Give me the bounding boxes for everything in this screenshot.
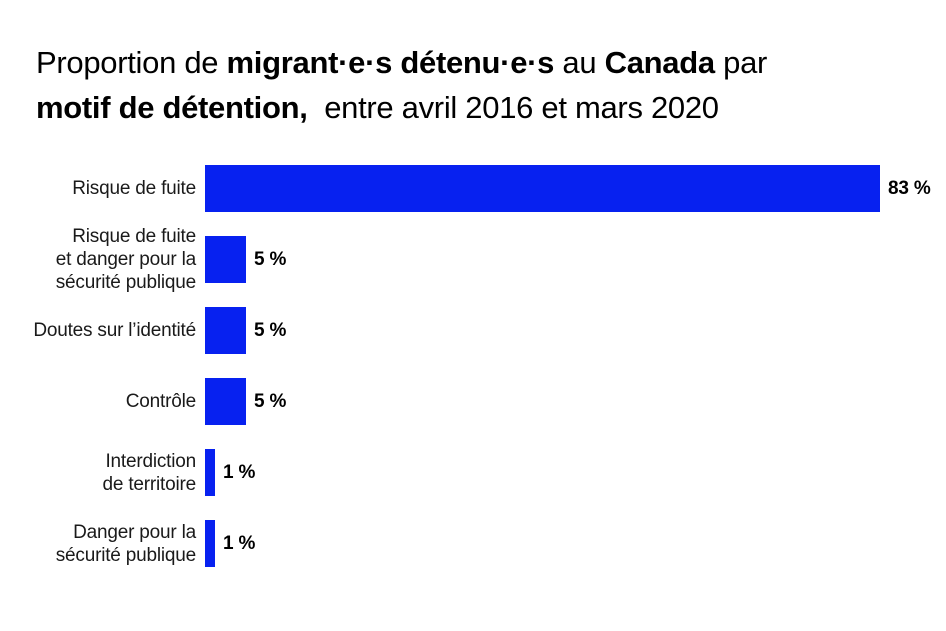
category-label: Interdiction de territoire [0, 450, 205, 496]
value-label: 83 % [888, 177, 931, 199]
category-label-line: sécurité publique [55, 272, 196, 293]
category-label: Doutes sur l’identité [0, 319, 205, 342]
chart-title-segment: au [554, 45, 605, 80]
chart-title-line: Proportion de migrant·e·s détenu·e·s au … [36, 40, 767, 85]
value-label: 5 % [254, 390, 287, 412]
chart-title-segment: migrant·e·s détenu·e·s [226, 45, 555, 80]
bar [205, 307, 246, 354]
bar-row: Risque de fuite et danger pour la sécurité… [0, 224, 946, 295]
category-label-line: Interdiction [105, 450, 196, 472]
value-label: 1 % [223, 461, 256, 483]
chart-title-line: motif de détention, entre avril 2016 et … [36, 85, 767, 130]
chart-title-segment: par [714, 45, 768, 80]
chart-title-segment: entre avril 2016 et mars 2020 [307, 90, 719, 125]
category-label: Danger pour la sécurité publique [0, 521, 205, 567]
bar-row: Interdiction de territoire 1 % [0, 437, 946, 508]
category-label-line: sécurité publique [55, 544, 196, 566]
value-label: 5 % [254, 248, 287, 270]
category-label: Contrôle [0, 390, 205, 413]
category-label-line: Danger pour la [73, 521, 196, 543]
bar-chart: Risque de fuite 83 % Risque de fuite et dan… [0, 153, 946, 579]
bar-row: Risque de fuite 83 % [0, 153, 946, 224]
chart-title-segment: Canada [604, 45, 715, 80]
category-label-line: Doutes sur l’identité [33, 320, 196, 341]
bar [205, 449, 215, 496]
bar [205, 378, 246, 425]
category-label-line: Risque de fuite [72, 226, 196, 247]
category-label-line: Contrôle [125, 391, 196, 412]
category-label-line: et danger pour la [55, 249, 196, 270]
bar [205, 520, 215, 567]
value-label: 5 % [254, 319, 287, 341]
value-label: 1 % [223, 532, 256, 554]
bar-row: Doutes sur l’identité 5 % [0, 295, 946, 366]
category-label: Risque de fuite et danger pour la sécurité… [0, 225, 205, 294]
chart-title-segment: Proportion de [36, 45, 227, 80]
category-label-line: de territoire [102, 473, 197, 495]
bar [205, 236, 246, 283]
chart-title-segment: motif de détention, [36, 90, 308, 125]
bar-row: Contrôle 5 % [0, 366, 946, 437]
chart-title: Proportion de migrant·e·s détenu·e·s au … [36, 40, 767, 130]
bar [205, 165, 880, 212]
category-label-line: Risque de fuite [72, 178, 196, 199]
bar-row: Danger pour la sécurité publique 1 % [0, 508, 946, 579]
category-label: Risque de fuite [0, 177, 205, 200]
